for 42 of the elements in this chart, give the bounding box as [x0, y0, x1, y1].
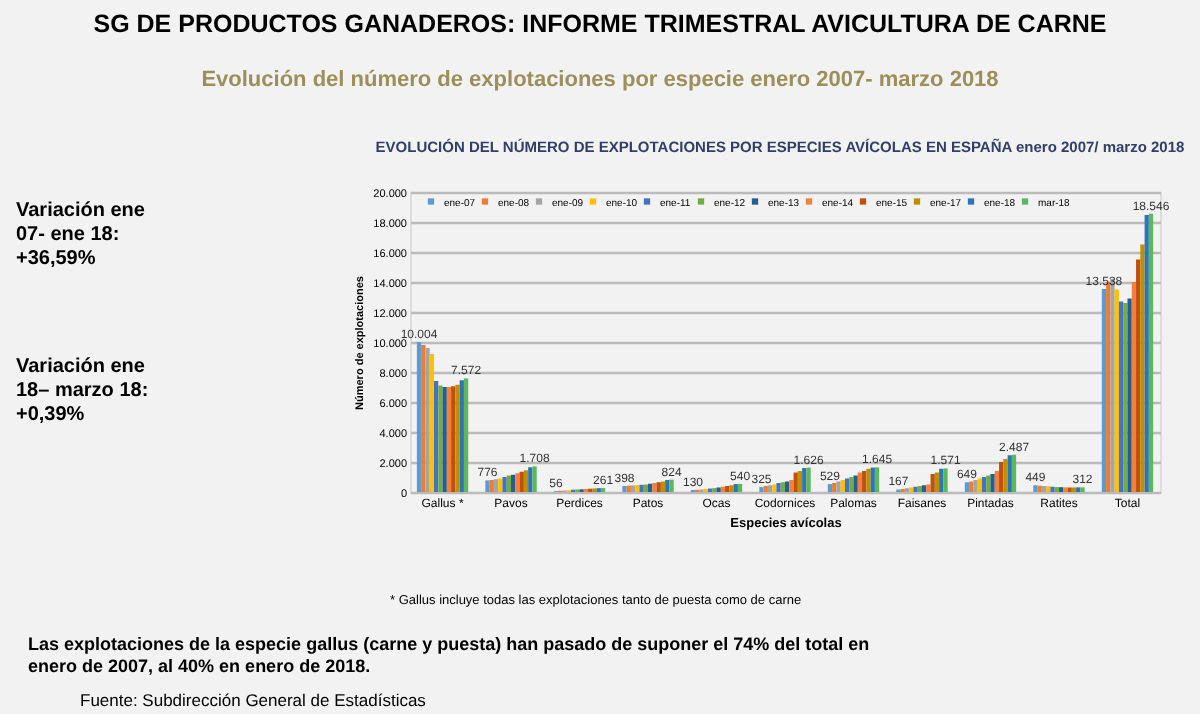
bar: [874, 467, 880, 492]
bar: [797, 471, 803, 492]
bar: [1131, 282, 1137, 492]
bar: [1136, 259, 1141, 492]
bar: [981, 477, 987, 492]
bar: [737, 483, 743, 492]
text: Las explotaciones de la especie gallus (carne y puesta) han pasado de suponer el 74% del total en enero de 2007, al 40% en enero de 2018.: [28, 634, 870, 676]
bar: [930, 474, 935, 492]
bar: [1148, 213, 1154, 492]
chart-subtitle: Evolución del número de explotaciones por especie enero 2007- marzo 2018: [201, 68, 999, 92]
bar: [964, 482, 970, 492]
bar: [1041, 486, 1047, 492]
bar: [446, 387, 452, 492]
text: Variación ene 07- ene 18: +36,59%: [16, 200, 146, 270]
bar: [994, 471, 1000, 492]
bar: [934, 472, 940, 492]
bar: [720, 486, 726, 492]
bar: [630, 485, 636, 492]
bar: [1127, 298, 1132, 492]
bar: [416, 341, 422, 492]
bar: [1114, 289, 1119, 492]
bar: [1144, 214, 1149, 492]
bar: [433, 381, 439, 492]
bar: [793, 472, 798, 492]
bar: [1101, 288, 1107, 492]
bar: [463, 378, 469, 492]
bar: [1118, 301, 1124, 492]
source-note: Fuente: Subdirección General de Estadísticas: [80, 690, 426, 710]
bar: [1140, 244, 1145, 492]
bar: [1123, 303, 1128, 492]
chart-title: SG DE PRODUCTOS GANADEROS: INFORME TRIMESTRAL AVICULTURA DE CARNE: [93, 10, 1107, 38]
bar: [429, 354, 434, 492]
text: Variación ene 18– marzo 18: +0,39%: [16, 356, 149, 426]
bar: [523, 470, 529, 492]
bar: [921, 485, 927, 492]
bar: [857, 472, 863, 492]
bar: [767, 485, 773, 492]
bar: [1011, 454, 1017, 492]
bar: [827, 484, 833, 492]
bar: [493, 479, 499, 492]
bar: [844, 478, 850, 492]
bar: [506, 475, 512, 492]
